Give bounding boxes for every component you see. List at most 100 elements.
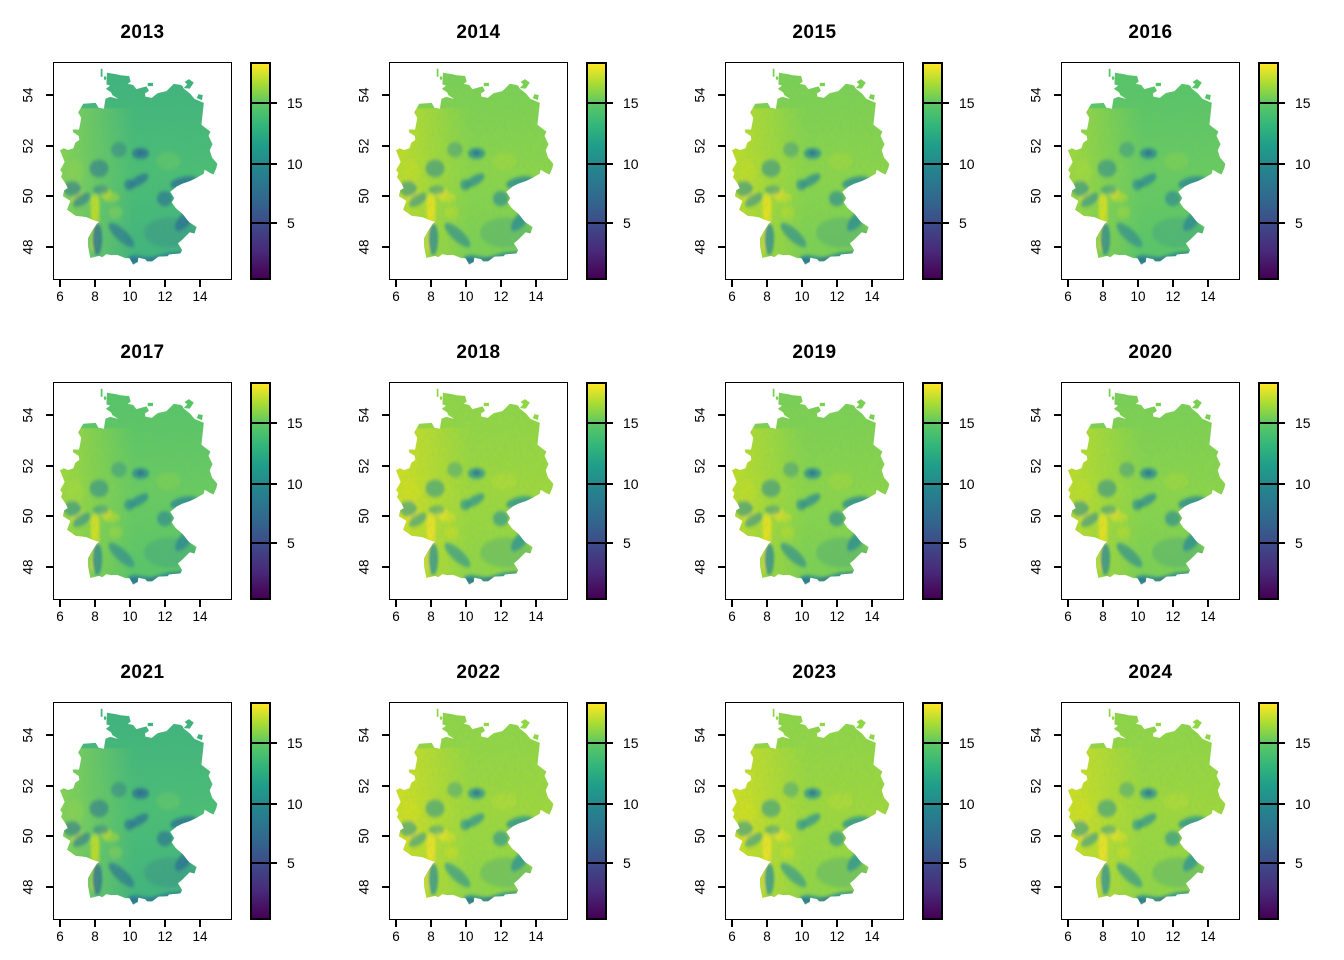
x-tick — [1136, 280, 1139, 287]
legend-tick — [250, 862, 277, 865]
x-tick-label: 6 — [56, 609, 64, 624]
x-tick — [870, 280, 873, 287]
y-tick-label: 48 — [1028, 559, 1044, 575]
x-tick — [94, 600, 97, 607]
y-tick — [46, 835, 53, 838]
legend-tick-label: 10 — [287, 476, 303, 493]
y-tick — [46, 144, 53, 147]
y-tick — [718, 784, 725, 787]
legend-tick — [1258, 862, 1285, 865]
germany-map — [396, 388, 554, 585]
x-tick — [1066, 600, 1069, 607]
legend-tick — [922, 163, 949, 166]
y-tick-label: 54 — [20, 407, 36, 423]
legend-tick-label: 15 — [287, 94, 303, 111]
x-tick-label: 12 — [157, 609, 173, 624]
y-tick — [382, 886, 389, 889]
y-tick-label: 50 — [356, 828, 372, 844]
legend-tick — [922, 222, 949, 225]
legend-tick-label: 5 — [959, 535, 967, 552]
panel-title: 2024 — [1128, 662, 1173, 683]
legend-colorbar — [1258, 62, 1279, 280]
legend-tick — [586, 222, 613, 225]
x-tick — [500, 280, 503, 287]
x-tick — [430, 600, 433, 607]
y-tick-label: 50 — [1028, 188, 1044, 204]
x-tick — [766, 600, 769, 607]
y-tick-label: 50 — [1028, 828, 1044, 844]
x-tick — [430, 920, 433, 927]
plot-box — [725, 702, 904, 920]
x-tick — [1102, 280, 1105, 287]
y-tick — [1054, 733, 1061, 736]
x-tick-label: 12 — [829, 609, 845, 624]
y-tick-label: 52 — [692, 138, 708, 154]
y-axis: 54 52 50 48 — [692, 62, 725, 280]
x-tick-label: 12 — [493, 609, 509, 624]
y-tick — [1054, 835, 1061, 838]
legend-tick — [1258, 421, 1285, 424]
legend: 15 10 5 — [250, 62, 322, 280]
legend-tick-label: 5 — [1295, 215, 1303, 232]
x-tick — [800, 920, 803, 927]
x-tick-label: 14 — [528, 929, 544, 944]
x-tick — [1172, 920, 1175, 927]
x-tick — [766, 280, 769, 287]
panel-title: 2020 — [1128, 342, 1173, 363]
x-tick-label: 12 — [493, 289, 509, 304]
y-tick-label: 54 — [1028, 407, 1044, 423]
legend-tick — [586, 101, 613, 104]
x-axis: 6 8 10 12 14 — [53, 600, 232, 632]
x-tick-label: 8 — [427, 609, 435, 624]
y-tick — [382, 784, 389, 787]
y-axis: 54 52 50 48 — [692, 702, 725, 920]
x-tick — [430, 280, 433, 287]
x-axis: 6 8 10 12 14 — [389, 600, 568, 632]
legend-tick — [922, 803, 949, 806]
germany-map — [60, 68, 218, 265]
x-tick-label: 12 — [829, 289, 845, 304]
legend-tick — [922, 421, 949, 424]
x-tick — [198, 920, 201, 927]
y-tick-label: 54 — [20, 727, 36, 743]
y-tick-label: 48 — [692, 879, 708, 895]
plot-box — [1061, 382, 1240, 600]
legend-colorbar — [922, 382, 943, 600]
panel-title: 2013 — [120, 22, 165, 43]
y-tick — [46, 195, 53, 198]
y-tick-label: 50 — [20, 508, 36, 524]
legend-colorbar — [250, 702, 271, 920]
y-tick — [382, 195, 389, 198]
legend-tick — [250, 421, 277, 424]
plot-box — [725, 62, 904, 280]
x-tick-label: 6 — [728, 289, 736, 304]
legend: 15 10 5 — [250, 382, 322, 600]
legend-tick-label: 10 — [623, 796, 639, 813]
y-tick — [382, 566, 389, 569]
y-tick-label: 52 — [20, 138, 36, 154]
x-axis: 6 8 10 12 14 — [1061, 280, 1240, 312]
x-tick — [730, 280, 733, 287]
y-tick-label: 48 — [356, 239, 372, 255]
y-tick — [382, 464, 389, 467]
x-tick-label: 14 — [1200, 929, 1216, 944]
y-tick — [718, 195, 725, 198]
y-tick — [46, 464, 53, 467]
y-axis: 54 52 50 48 — [356, 382, 389, 600]
y-axis: 54 52 50 48 — [20, 62, 53, 280]
y-tick — [382, 733, 389, 736]
y-tick-label: 52 — [1028, 778, 1044, 794]
legend-tick-label: 10 — [287, 796, 303, 813]
y-tick-label: 50 — [692, 508, 708, 524]
plot-box — [1061, 62, 1240, 280]
x-tick — [1206, 920, 1209, 927]
legend-tick — [922, 862, 949, 865]
y-tick — [718, 93, 725, 96]
x-tick — [1066, 920, 1069, 927]
x-tick-label: 12 — [1165, 289, 1181, 304]
plot-box — [389, 62, 568, 280]
panel-title: 2018 — [456, 342, 501, 363]
plot-box — [1061, 702, 1240, 920]
x-tick-label: 8 — [1099, 289, 1107, 304]
